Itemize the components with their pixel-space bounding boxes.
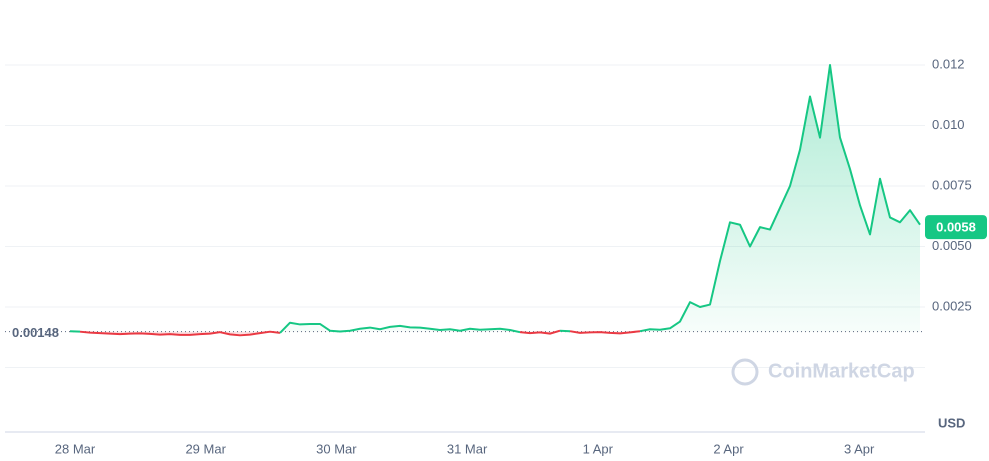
- x-tick-label: 29 Mar: [185, 441, 226, 456]
- y-tick-label: 0.0075: [932, 177, 972, 192]
- price-line: [639, 64, 921, 333]
- y-tick-label: 0.0025: [932, 298, 972, 313]
- currency-label: USD: [938, 415, 965, 430]
- y-tick-label: 0.0050: [932, 238, 972, 253]
- price-line: [519, 329, 561, 335]
- x-tick-label: 3 Apr: [844, 441, 875, 456]
- x-tick-label: 1 Apr: [583, 441, 614, 456]
- x-tick-label: 31 Mar: [447, 441, 488, 456]
- x-tick-label: 30 Mar: [316, 441, 357, 456]
- x-tick-label: 2 Apr: [713, 441, 744, 456]
- y-tick-label: 0.010: [932, 117, 965, 132]
- current-price-badge: [925, 215, 987, 240]
- area-up: [70, 65, 920, 332]
- watermark-logo: [731, 358, 759, 386]
- price-line: [79, 330, 281, 337]
- price-line: [569, 330, 641, 335]
- current-price-label: 0.0058: [936, 220, 976, 235]
- reference-label: 0.00148: [12, 325, 59, 340]
- area-down: [70, 331, 920, 336]
- y-tick-label: 0.012: [932, 56, 965, 71]
- x-tick-label: 28 Mar: [55, 441, 96, 456]
- watermark: CoinMarketCap: [768, 360, 915, 382]
- price-line: [279, 321, 521, 334]
